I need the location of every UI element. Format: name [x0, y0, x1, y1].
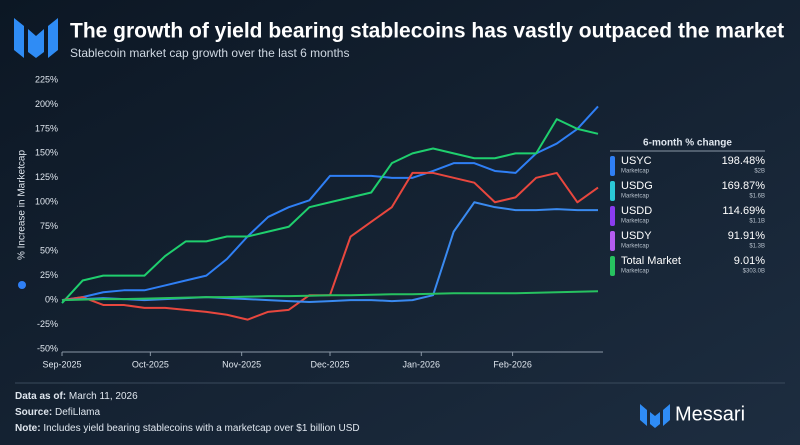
footer-2: Source: DefiLlama: [15, 407, 100, 418]
legend-title: 6-month % change: [643, 138, 732, 149]
legend-swatch: [610, 156, 615, 176]
legend-marketcap: $303.0B: [743, 269, 765, 275]
y-tick-label: 0%: [45, 294, 58, 304]
footer-3: Note: Includes yield bearing stablecoins…: [15, 423, 360, 434]
series-line: [61, 118, 599, 304]
legend-sub: Marketcap: [621, 169, 650, 175]
y-axis-label: % Increase in Marketcap: [17, 150, 28, 260]
series-line: [61, 105, 599, 302]
legend-change: 169.87%: [722, 180, 766, 192]
legend-swatch: [610, 231, 615, 251]
legend-change: 91.91%: [728, 230, 766, 242]
legend-marketcap: $1.3B: [749, 244, 765, 250]
legend-swatch: [610, 181, 615, 201]
legend-change: 198.48%: [722, 155, 766, 167]
legend-sub: Marketcap: [621, 269, 650, 275]
chart-subtitle: Stablecoin market cap growth over the la…: [70, 46, 349, 60]
y-tick-label: 200%: [35, 99, 58, 109]
legend-swatch: [610, 206, 615, 226]
series-line: [61, 201, 598, 304]
legend-sub: Marketcap: [621, 219, 650, 225]
y-tick-label: -25%: [37, 319, 58, 329]
legend-marketcap: $2B: [754, 169, 765, 175]
x-tick-label: Feb-2026: [493, 359, 532, 369]
x-tick-label: Jan-2026: [403, 359, 441, 369]
x-tick-label: Sep-2025: [42, 359, 81, 369]
brand: Messari: [675, 403, 745, 425]
legend-name: USDY: [621, 230, 652, 242]
legend-change: 114.69%: [722, 205, 765, 217]
x-tick-label: Dec-2025: [310, 359, 349, 369]
legend-sub: Marketcap: [621, 244, 650, 250]
legend-name: USYC: [621, 155, 652, 167]
y-tick-label: 125%: [35, 172, 58, 182]
legend-name: USDG: [621, 180, 653, 192]
x-tick-label: Nov-2025: [222, 359, 261, 369]
legend-name: Total Market: [621, 255, 681, 267]
y-tick-label: 175%: [35, 123, 58, 133]
chart-title: The growth of yield bearing stablecoins …: [70, 20, 784, 43]
y-tick-label: 75%: [40, 221, 58, 231]
series-line: [61, 290, 599, 302]
y-tick-label: 25%: [40, 270, 58, 280]
legend-change: 9.01%: [734, 255, 765, 267]
brand-logo: [640, 404, 670, 428]
y-tick-label: 100%: [35, 197, 58, 207]
legend-sub: Marketcap: [621, 194, 650, 200]
legend-name: USDD: [621, 205, 652, 217]
y-label-dot: [18, 281, 26, 289]
y-tick-label: -50%: [37, 343, 58, 353]
y-tick-label: 225%: [35, 74, 58, 84]
y-tick-label: 150%: [35, 148, 58, 158]
x-tick-label: Oct-2025: [132, 359, 169, 369]
logo: [14, 18, 58, 58]
legend-marketcap: $1.6B: [749, 194, 765, 200]
legend-swatch: [610, 256, 615, 276]
y-tick-label: 50%: [40, 246, 58, 256]
legend-marketcap: $1.1B: [749, 219, 765, 225]
footer-1: Data as of: March 11, 2026: [15, 391, 138, 402]
